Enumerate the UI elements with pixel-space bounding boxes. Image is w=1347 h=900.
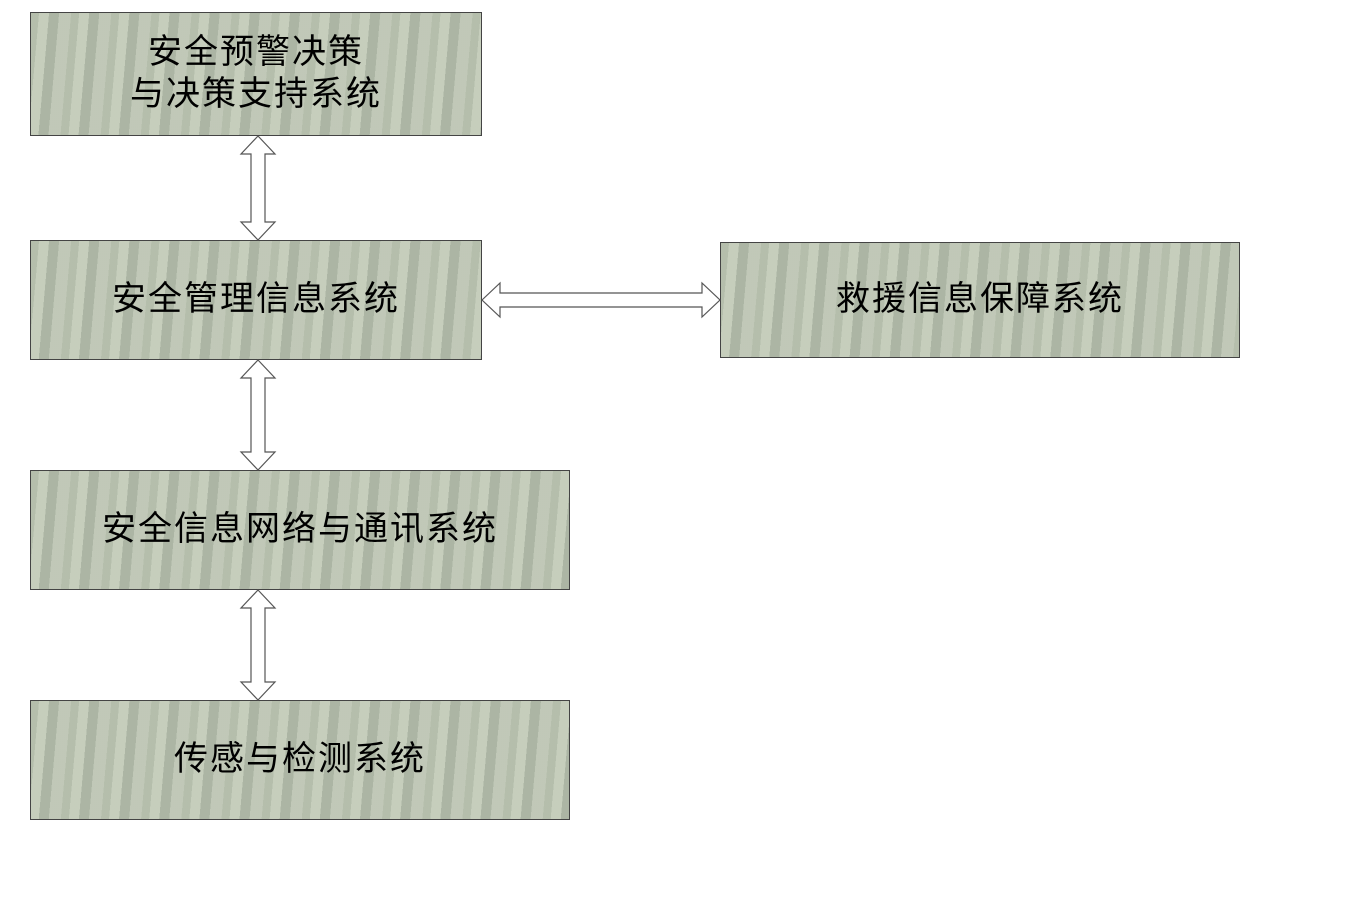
node-label: 安全预警决策 与决策支持系统 <box>130 32 382 117</box>
node-rescue-info: 救援信息保障系统 <box>720 242 1240 358</box>
node-label: 救援信息保障系统 <box>836 279 1124 322</box>
node-safety-mis: 安全管理信息系统 <box>30 240 482 360</box>
node-label: 传感与检测系统 <box>174 739 426 782</box>
diagram-canvas: 安全预警决策 与决策支持系统 安全管理信息系统 救援信息保障系统 安全信息网络与… <box>0 0 1347 900</box>
node-label: 安全信息网络与通讯系统 <box>102 509 498 552</box>
node-sensor-detect: 传感与检测系统 <box>30 700 570 820</box>
node-label: 安全管理信息系统 <box>112 279 400 322</box>
node-warning-decision: 安全预警决策 与决策支持系统 <box>30 12 482 136</box>
node-network-comm: 安全信息网络与通讯系统 <box>30 470 570 590</box>
